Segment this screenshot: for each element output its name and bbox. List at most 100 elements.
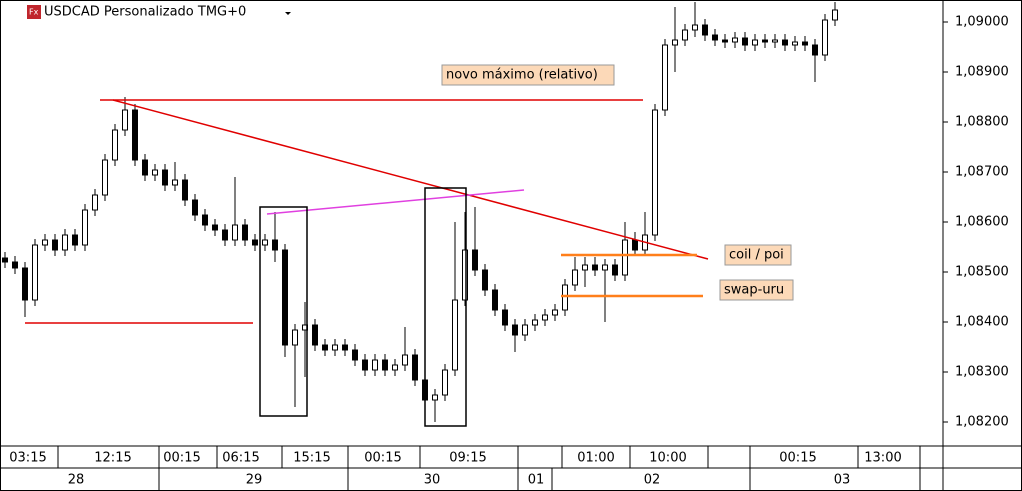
candle-body [702, 24, 708, 36]
date-label: 02 [644, 473, 661, 488]
candle-body [2, 257, 8, 263]
candle-body [242, 224, 248, 241]
x-tick-label: 00:15 [163, 451, 200, 466]
candle-body [22, 267, 28, 301]
symbol-icon-text: Fx [29, 8, 39, 17]
highlight-box [259, 206, 308, 417]
candles [2, 2, 838, 422]
candle-body [822, 19, 828, 56]
candle-body [412, 354, 418, 381]
candle-body [182, 179, 188, 201]
candle-body [622, 239, 628, 276]
candle-body [122, 109, 128, 131]
candle-body [712, 34, 718, 41]
candle-body [472, 249, 478, 271]
candle-body [82, 209, 88, 246]
candle-body [572, 269, 578, 286]
candle-body [142, 159, 148, 176]
candle-body [272, 239, 278, 251]
candle-body [372, 359, 378, 371]
candle-body [782, 39, 788, 46]
x-tick-label: 09:15 [449, 451, 486, 466]
candle-body [812, 44, 818, 56]
candle-body [832, 9, 838, 21]
candle-body [52, 239, 58, 251]
x-tick-label: 10:00 [649, 451, 686, 466]
candle-body [722, 39, 728, 43]
magenta-line [266, 189, 525, 215]
candle-body [292, 329, 298, 346]
candle-body [232, 224, 238, 241]
y-tick-label: 1,08700 [955, 165, 1009, 180]
candle-body [62, 234, 68, 251]
candle-body [322, 344, 328, 351]
axes: 1,08200 1,08300 1,08400 1,08500 1,08600 1,087… [0, 15, 1009, 491]
candle-body [392, 364, 398, 371]
annotation-box [441, 64, 615, 86]
x-tick-label: 00:15 [779, 451, 816, 466]
candle-body [532, 319, 538, 326]
y-tick-label: 1,08600 [955, 215, 1009, 230]
candle-body [742, 37, 748, 46]
candle-body [502, 309, 508, 326]
candle-body [792, 41, 798, 46]
candle-body [692, 24, 698, 31]
annotation: novo máximo (relativo) [446, 68, 598, 83]
candle-body [652, 109, 658, 236]
candle-body [102, 159, 108, 196]
date-label: 28 [68, 473, 85, 488]
trend-line [112, 99, 709, 260]
candle-body [72, 234, 78, 246]
y-tick-label: 1,09000 [955, 15, 1009, 30]
candle-body [32, 244, 38, 301]
candle-body [112, 129, 118, 161]
candle-body [672, 39, 678, 46]
x-tick-label: 01:00 [577, 451, 614, 466]
chart-title[interactable]: USDCAD Personalizado TMG+0 [44, 5, 246, 20]
candle-body [802, 41, 808, 46]
x-tick-label: 00:15 [364, 451, 401, 466]
candle-body [92, 194, 98, 211]
x-tick-label: 15:15 [293, 451, 330, 466]
candle-body [512, 324, 518, 336]
candle-body [492, 289, 498, 311]
candle-body [562, 284, 568, 311]
y-tick-label: 1,08500 [955, 265, 1009, 280]
candle-body [442, 369, 448, 396]
candle-body [762, 39, 768, 43]
candle-body [162, 169, 168, 186]
candle-body [612, 264, 618, 276]
symbol-icon [27, 5, 41, 19]
y-tick-label: 1,08300 [955, 365, 1009, 380]
candle-body [262, 239, 268, 246]
date-label: 30 [424, 473, 441, 488]
dropdown-arrow[interactable] [285, 12, 291, 15]
candle-body [752, 39, 758, 46]
x-tick-label: 03:15 [9, 451, 46, 466]
candle-body [212, 224, 218, 231]
candle-body [222, 229, 228, 241]
x-tick-label: 12:15 [94, 451, 131, 466]
candle-body [432, 394, 438, 401]
x-tick-label: 13:00 [864, 451, 901, 466]
date-label: 03 [834, 473, 851, 488]
candle-body [192, 199, 198, 216]
candle-body [312, 324, 318, 346]
candle-body [332, 344, 338, 351]
highlight-box [424, 187, 467, 427]
candle-body [252, 239, 258, 246]
candle-body [282, 249, 288, 346]
annotation-box [724, 244, 792, 266]
annotation: coil / poi [729, 248, 784, 263]
annotation: swap-uru [724, 283, 784, 298]
date-label: 29 [246, 473, 263, 488]
candle-body [482, 269, 488, 291]
candle-body [552, 309, 558, 316]
candle-body [172, 179, 178, 186]
candle-body [602, 264, 608, 271]
candle-body [382, 359, 388, 371]
candle-body [202, 214, 208, 226]
candle-body [152, 169, 158, 176]
date-label: 01 [528, 473, 545, 488]
